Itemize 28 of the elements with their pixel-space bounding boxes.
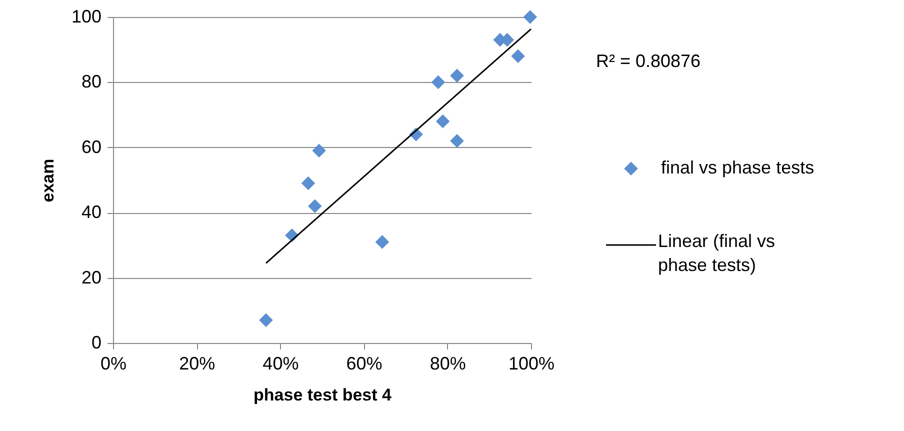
point	[450, 68, 464, 83]
point	[375, 235, 390, 249]
point	[436, 114, 450, 128]
legend-label: final vs phase tests	[661, 158, 814, 178]
x-axis-title: phase test best 4	[254, 386, 392, 404]
x-tick-label: 60%	[346, 354, 382, 374]
point	[523, 10, 538, 24]
x-tick-label: 40%	[262, 354, 299, 374]
point	[301, 176, 316, 190]
point	[259, 313, 273, 328]
point	[450, 134, 464, 148]
point	[511, 49, 525, 64]
y-tick-label: 60	[81, 136, 102, 157]
point	[308, 199, 322, 213]
x-tick-label: 0%	[100, 354, 127, 374]
y-tick-label: 40	[81, 202, 102, 222]
x-tick-label: 100%	[508, 354, 555, 374]
legend-label: Linear (final vs phase tests)	[658, 230, 776, 275]
point	[312, 144, 326, 158]
y-tick-label: 100	[71, 6, 102, 26]
y-axis-title: exam	[38, 158, 58, 202]
point	[431, 75, 446, 90]
x-tick-label: 20%	[179, 354, 216, 374]
y-tick-label: 0	[91, 332, 102, 352]
text: R² = 0.80876	[596, 51, 701, 71]
y-tick-label: 20	[81, 267, 102, 288]
x-tick-label: 80%	[430, 354, 466, 374]
y-tick-label: 80	[81, 72, 102, 92]
